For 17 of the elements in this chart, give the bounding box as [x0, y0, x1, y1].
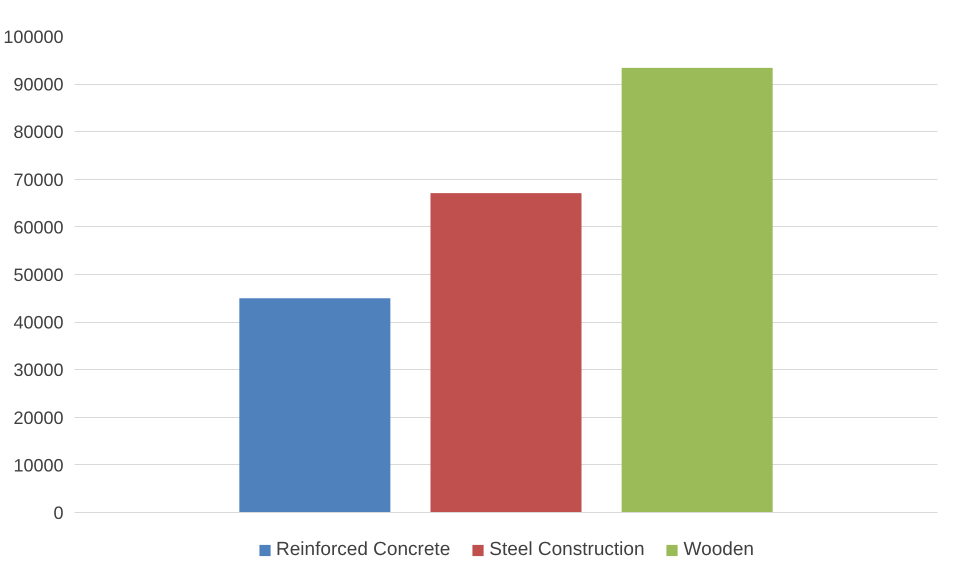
- y-tick-label: 50000: [13, 265, 64, 285]
- y-tick-label: 20000: [13, 408, 64, 428]
- y-tick-label: 10000: [13, 455, 64, 476]
- y-tick-label: 60000: [13, 217, 64, 238]
- y-tick-label: 0: [53, 503, 64, 523]
- legend-label: Wooden: [684, 538, 754, 560]
- y-tick-label: 70000: [13, 170, 64, 190]
- bar: [622, 68, 773, 512]
- y-tick-label: 40000: [13, 312, 64, 333]
- legend-label: Reinforced Concrete: [276, 538, 450, 560]
- y-tick-label: 100000: [3, 27, 64, 47]
- bar: [430, 193, 582, 512]
- y-tick-label: 80000: [13, 122, 64, 142]
- y-tick-label: 30000: [13, 360, 64, 380]
- y-tick-label: 90000: [13, 74, 64, 95]
- bar: [239, 298, 390, 512]
- legend-label: Steel Construction: [489, 538, 645, 560]
